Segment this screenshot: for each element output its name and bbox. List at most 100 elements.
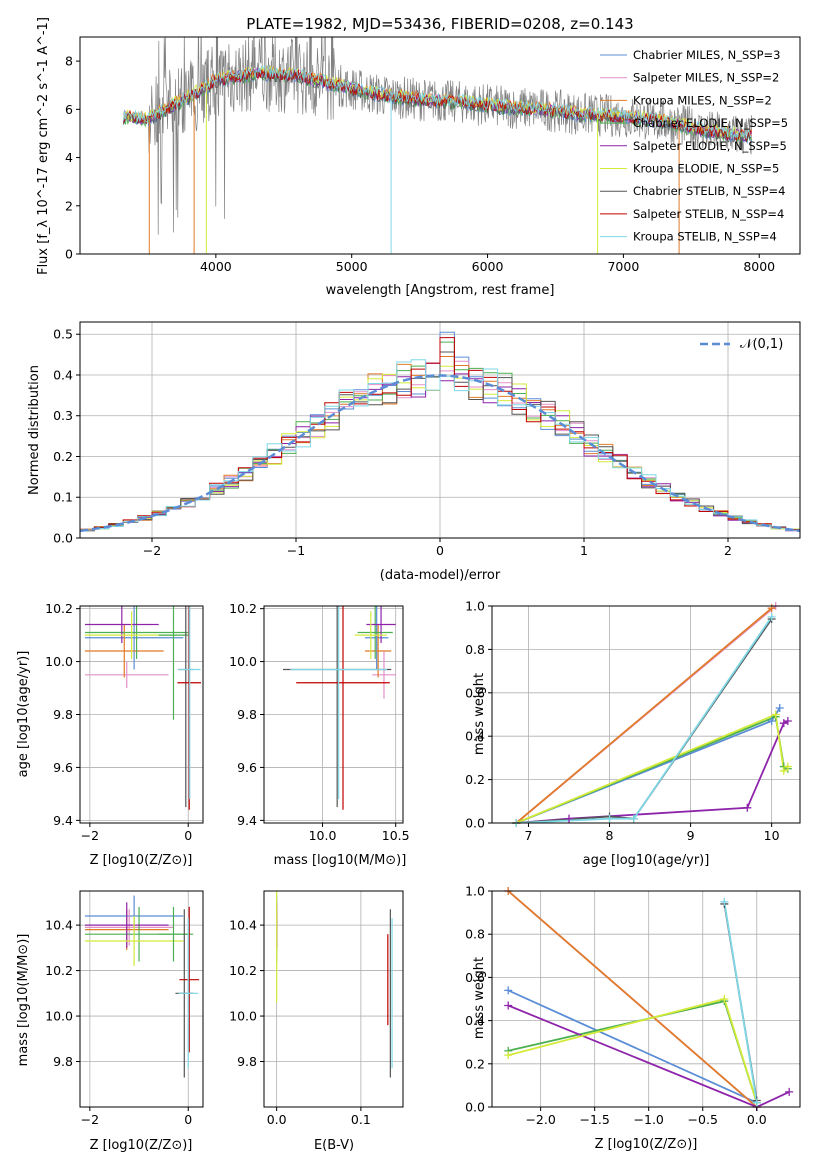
x-tick-label: 1 [580, 543, 588, 558]
x-tick-label: 0 [184, 828, 192, 843]
y-axis-label: Normed distribution [27, 365, 42, 495]
y-tick-label: 0.5 [53, 327, 73, 342]
y-tick-label: 0.6 [465, 685, 485, 700]
x-tick-label: 10.5 [382, 828, 410, 843]
y-tick-label: 0.0 [465, 1100, 485, 1115]
legend-label-5: Kroupa ELODIE, N_SSP=5 [633, 162, 779, 176]
weight-marker-7 [605, 814, 614, 823]
model-spectrum-7 [123, 68, 752, 142]
weight-marker-7 [767, 612, 776, 621]
x-tick-label: 7 [524, 828, 532, 843]
x-tick-label: 0.0 [267, 1112, 287, 1127]
y-tick-label: 9.4 [237, 813, 257, 828]
y-tick-label: 4 [65, 150, 73, 165]
x-tick-label: 7000 [607, 259, 639, 274]
y-tick-label: 8 [65, 54, 73, 69]
y-tick-label: 10.0 [229, 654, 257, 669]
y-tick-label: 10.0 [45, 1009, 73, 1024]
y-tick-label: 1.0 [465, 884, 485, 899]
legend-label-3: Chabrier ELODIE, N_SSP=5 [633, 116, 788, 130]
x-tick-label: −2.0 [525, 1112, 555, 1127]
y-tick-label: 0.2 [53, 449, 73, 464]
plot-area [283, 606, 396, 810]
y-tick-label: 9.8 [53, 1054, 73, 1069]
weight-line-2 [515, 607, 773, 823]
weight-marker-0 [775, 703, 784, 712]
x-axis-label: E(B-V) [314, 1138, 354, 1153]
y-tick-label: 0.8 [465, 927, 485, 942]
x-tick-label: 0.1 [351, 1112, 371, 1127]
weight-marker-4 [783, 717, 792, 726]
x-axis-label: Z [log10(Z/Z⊙)] [90, 1138, 193, 1153]
plot-area [84, 606, 202, 810]
weight-marker-0 [504, 986, 513, 995]
y-tick-label: 0.4 [465, 729, 485, 744]
weight-line-7 [516, 616, 773, 823]
axes-frame [491, 890, 801, 1108]
x-axis-label: Z [log10(Z/Z⊙)] [90, 853, 193, 868]
y-axis-label: mass weight [472, 673, 487, 755]
model-spectrum-8 [123, 64, 752, 139]
y-tick-label: 9.8 [237, 707, 257, 722]
x-tick-label: −2 [143, 543, 161, 558]
y-tick-label: 10.0 [229, 1009, 257, 1024]
weight-marker-5 [783, 762, 792, 771]
weight-line-3 [507, 1000, 758, 1103]
y-tick-label: 0.4 [53, 367, 73, 382]
x-tick-label: −2 [81, 1112, 99, 1127]
x-tick-label: 4000 [200, 259, 232, 274]
y-tick-label: 0.0 [465, 816, 485, 831]
plot-area [123, 37, 753, 254]
weight-line-7 [723, 901, 758, 1103]
y-tick-label: 0.6 [465, 970, 485, 985]
weight-marker-7 [720, 897, 729, 906]
weight-marker-5 [771, 710, 780, 719]
x-tick-label: −0.5 [688, 1112, 718, 1127]
plot-area [276, 891, 393, 1078]
weight-marker-5 [779, 766, 788, 775]
x-axis-label: (data-model)/error [380, 568, 501, 583]
plot-area [515, 606, 789, 823]
x-tick-label: −2 [81, 828, 99, 843]
legend-label-2: Kroupa MILES, N_SSP=2 [633, 93, 772, 107]
weight-marker-4 [785, 1087, 794, 1096]
legend-gaussian-label: 𝒩(0,1) [740, 337, 783, 352]
x-tick-label: 9 [687, 828, 695, 843]
y-tick-label: 9.8 [53, 707, 73, 722]
weight-marker-4 [779, 719, 788, 728]
y-tick-label: 9.4 [53, 813, 73, 828]
y-tick-label: 0.8 [465, 642, 485, 657]
x-tick-label: 5000 [336, 259, 368, 274]
weight-marker-5 [720, 995, 729, 1003]
weight-marker-4 [565, 814, 573, 823]
y-tick-label: 0 [65, 247, 73, 262]
y-tick-label: 10.4 [229, 918, 257, 933]
weight-marker-4 [504, 1001, 513, 1010]
y-tick-label: 9.6 [53, 760, 73, 775]
plot-area [84, 895, 200, 1078]
legend-label-1: Salpeter MILES, N_SSP=2 [633, 71, 779, 85]
y-tick-label: 10.4 [45, 918, 73, 933]
y-tick-label: 0.3 [53, 408, 73, 423]
weight-marker-0 [767, 717, 776, 726]
x-tick-label: 2 [724, 543, 732, 558]
y-tick-label: 0.4 [465, 1013, 485, 1028]
y-tick-label: 2 [65, 198, 73, 213]
y-axis-label: mass [log10(M/M⊙)] [16, 934, 31, 1067]
histogram-8 [80, 359, 800, 533]
legend-label-6: Chabrier STELIB, N_SSP=4 [633, 184, 785, 198]
x-tick-label: 8000 [743, 259, 775, 274]
legend-label-0: Chabrier MILES, N_SSP=3 [633, 48, 780, 62]
weight-line-2 [507, 891, 758, 1107]
y-tick-label: 10.2 [45, 601, 73, 616]
y-tick-label: 0.2 [465, 1056, 485, 1071]
data-spectrum [123, 37, 753, 235]
weight-line-5 [507, 997, 758, 1103]
legend-label-7: Salpeter STELIB, N_SSP=4 [633, 207, 784, 221]
x-axis-label: Z [log10(Z/Z⊙)] [595, 1137, 698, 1152]
y-axis-label: Flux [f_λ 10^-17 erg cm^-2 s^-1 A^-1] [36, 17, 51, 275]
y-tick-label: 9.6 [237, 760, 257, 775]
x-tick-label: 0 [436, 543, 444, 558]
x-tick-label: −1.0 [634, 1112, 664, 1127]
